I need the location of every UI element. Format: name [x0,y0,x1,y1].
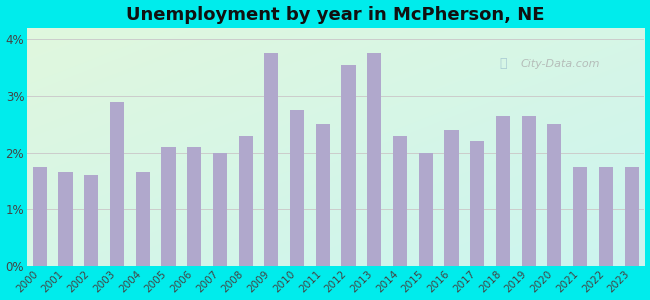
Bar [316,124,330,266]
Bar [470,141,484,266]
Bar [110,102,124,266]
Bar [213,153,227,266]
Bar [239,136,253,266]
Text: ⓘ: ⓘ [499,57,507,70]
Bar [265,53,278,266]
Bar [573,167,587,266]
Bar [445,130,458,266]
Bar [58,172,73,266]
Bar [393,136,407,266]
Bar [521,116,536,266]
Bar [599,167,613,266]
Bar [547,124,562,266]
Bar [341,65,356,266]
Bar [187,147,202,266]
Bar [32,167,47,266]
Bar [290,110,304,266]
Title: Unemployment by year in McPherson, NE: Unemployment by year in McPherson, NE [127,6,545,24]
Bar [496,116,510,266]
Text: City-Data.com: City-Data.com [521,58,601,69]
Bar [136,172,150,266]
Bar [625,167,639,266]
Bar [84,175,98,266]
Bar [419,153,433,266]
Bar [161,147,176,266]
Bar [367,53,382,266]
